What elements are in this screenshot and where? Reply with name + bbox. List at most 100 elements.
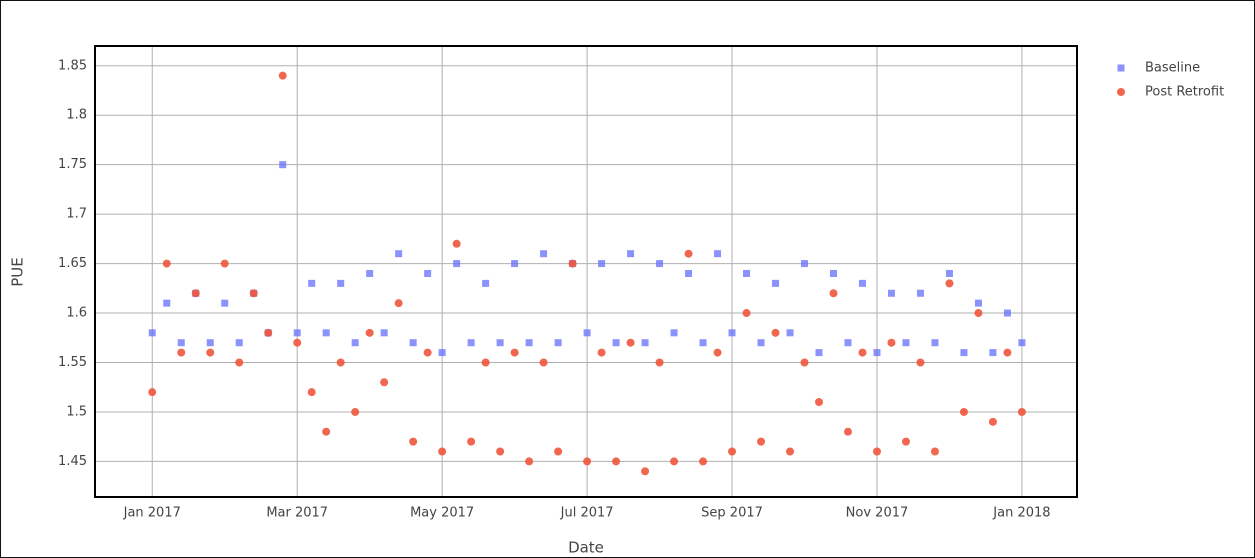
point xyxy=(525,457,534,466)
y-tick-label: 1.7 xyxy=(66,207,87,222)
point xyxy=(743,269,751,277)
point xyxy=(887,289,895,297)
point xyxy=(786,329,794,337)
point xyxy=(308,279,316,287)
point xyxy=(901,437,910,446)
point xyxy=(540,250,548,258)
point xyxy=(496,447,505,456)
point xyxy=(815,349,823,357)
point xyxy=(699,457,708,466)
point xyxy=(293,338,302,347)
point xyxy=(858,348,867,357)
point xyxy=(510,348,519,357)
point xyxy=(612,339,620,347)
point xyxy=(337,279,345,287)
y-tick-label: 1.65 xyxy=(58,256,87,271)
legend-label: Baseline xyxy=(1145,61,1200,76)
point xyxy=(583,329,591,337)
point xyxy=(235,358,244,367)
point xyxy=(873,349,881,357)
point xyxy=(365,328,374,337)
y-tick-label: 1.55 xyxy=(58,355,87,370)
point xyxy=(1003,309,1011,317)
point xyxy=(598,260,606,268)
point xyxy=(684,249,693,258)
point xyxy=(670,329,678,337)
point xyxy=(554,447,563,456)
point xyxy=(423,348,432,357)
point xyxy=(988,417,997,426)
point xyxy=(453,260,461,268)
point xyxy=(511,260,519,268)
x-tick-label: Jul 2017 xyxy=(560,506,614,521)
point xyxy=(945,279,954,288)
point xyxy=(583,457,592,466)
point xyxy=(655,358,664,367)
y-tick-label: 1.6 xyxy=(66,306,87,321)
legend-label: Post Retrofit xyxy=(1145,85,1224,100)
point xyxy=(670,457,679,466)
point xyxy=(438,349,446,357)
point xyxy=(249,289,258,298)
point xyxy=(452,239,461,248)
point xyxy=(742,309,751,318)
point xyxy=(772,279,780,287)
point xyxy=(554,339,562,347)
point xyxy=(336,358,345,367)
point xyxy=(1018,339,1026,347)
point xyxy=(844,339,852,347)
point xyxy=(641,339,649,347)
point xyxy=(293,329,301,337)
point xyxy=(974,299,982,307)
point xyxy=(627,250,635,258)
x-tick-label: Nov 2017 xyxy=(846,506,909,521)
point xyxy=(814,398,823,407)
point xyxy=(163,299,171,307)
point xyxy=(1003,348,1012,357)
point xyxy=(771,328,780,337)
point xyxy=(322,329,330,337)
point xyxy=(162,259,171,268)
point xyxy=(757,339,765,347)
point xyxy=(699,339,707,347)
point xyxy=(960,349,968,357)
point xyxy=(916,358,925,367)
point xyxy=(1017,407,1026,416)
point xyxy=(597,348,606,357)
point xyxy=(177,339,185,347)
point xyxy=(713,348,722,357)
point xyxy=(959,407,968,416)
point xyxy=(394,299,403,308)
point xyxy=(786,447,795,456)
point xyxy=(525,339,533,347)
point xyxy=(829,289,838,298)
y-tick-label: 1.8 xyxy=(66,108,87,123)
point xyxy=(395,250,403,258)
point xyxy=(191,289,200,298)
point xyxy=(930,447,939,456)
y-tick-label: 1.75 xyxy=(58,157,87,172)
point xyxy=(264,328,273,337)
x-tick-label: Jan 2018 xyxy=(992,506,1050,521)
point xyxy=(148,329,156,337)
point xyxy=(728,447,737,456)
y-tick-label: 1.45 xyxy=(58,454,87,469)
point xyxy=(568,259,577,268)
point xyxy=(656,260,664,268)
point xyxy=(366,269,374,277)
legend-marker xyxy=(1117,88,1125,96)
point xyxy=(409,437,418,446)
point xyxy=(482,279,490,287)
point xyxy=(714,250,722,258)
point xyxy=(728,329,736,337)
legend-marker xyxy=(1117,64,1125,72)
point xyxy=(481,358,490,367)
point xyxy=(380,378,389,387)
point xyxy=(757,437,766,446)
point xyxy=(872,447,881,456)
point xyxy=(279,161,287,169)
y-axis-label: PUE xyxy=(9,257,27,287)
grid xyxy=(95,46,1077,497)
